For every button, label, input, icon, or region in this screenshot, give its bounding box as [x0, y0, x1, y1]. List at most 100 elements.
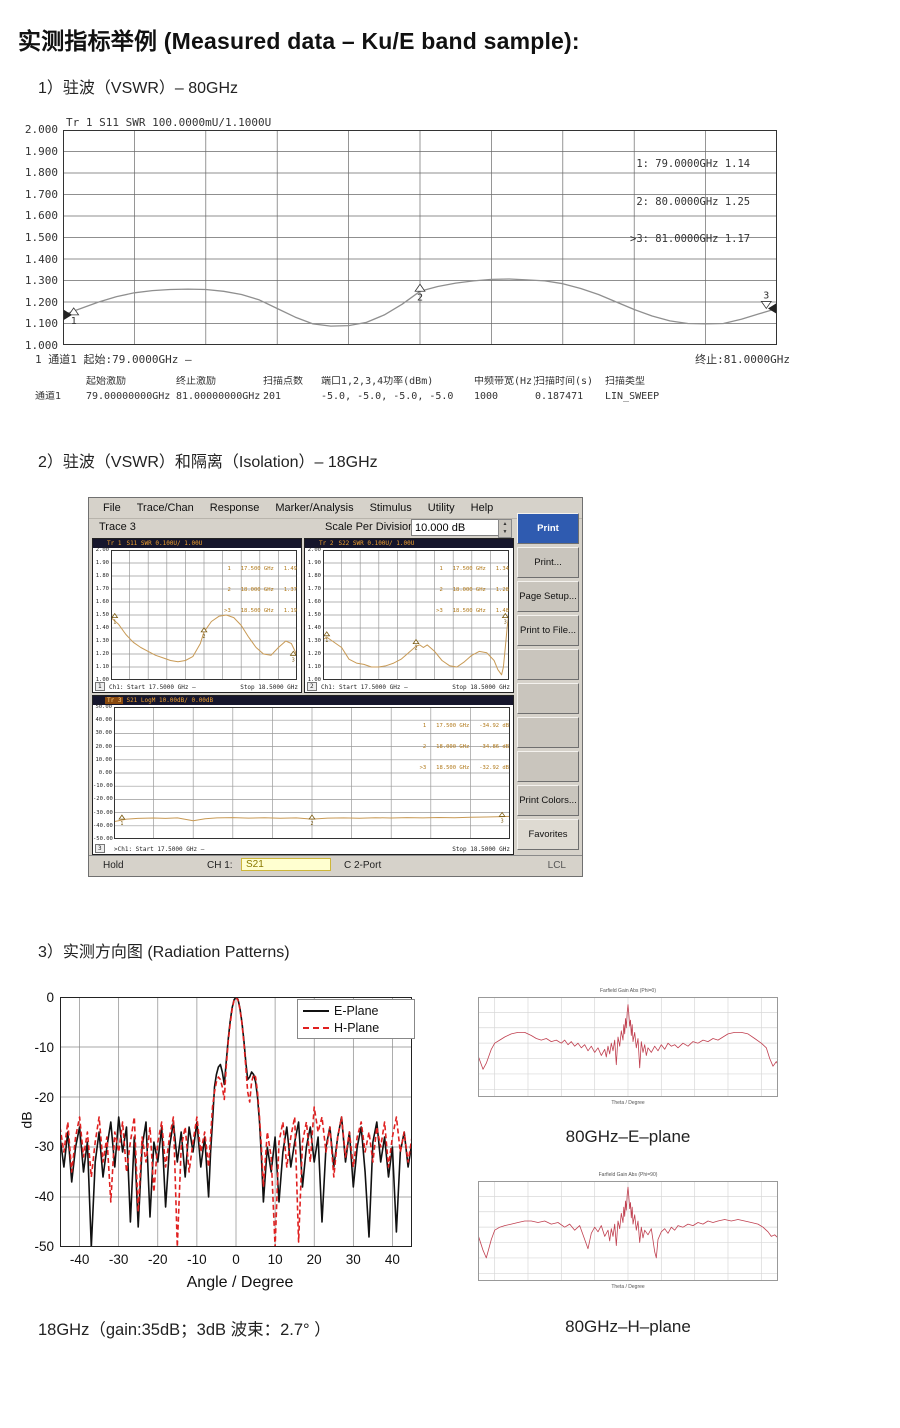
- vna-menu-bar: File Trace/Chan Response Marker/Analysis…: [89, 498, 582, 519]
- y-tick: -10.00: [93, 783, 113, 790]
- figure-x-axis-label: Theta / Degree: [611, 1100, 645, 1106]
- print-button[interactable]: Print: [517, 513, 579, 544]
- vswr80-trace-header: Tr 1 S11 SWR 100.0000mU/1.1000U: [66, 116, 272, 129]
- radiation-legend: E-Plane H-Plane: [297, 999, 415, 1039]
- svg-text:2: 2: [414, 646, 417, 652]
- y-tick: 1.30: [307, 638, 321, 644]
- marker-readout-line: >3 18.500 GHz 1.48: [436, 608, 509, 614]
- y-tick: 1.60: [307, 599, 321, 605]
- trace1-format: S11 SWR 0.100U/ 1.00U: [126, 540, 203, 547]
- y-tick: 0.00: [98, 769, 112, 776]
- blank-softkey[interactable]: [517, 717, 579, 748]
- menu-utility[interactable]: Utility: [427, 502, 455, 514]
- scale-spinner[interactable]: ▲ ▼: [498, 519, 512, 538]
- x-tick: -40: [69, 1252, 90, 1267]
- sweep-stop-label: Stop 18.5000 GHz: [452, 684, 510, 691]
- y-tick: -30: [34, 1139, 54, 1155]
- legend-label: H-Plane: [334, 1020, 380, 1035]
- y-tick: 1.40: [307, 625, 321, 631]
- radiation-y-ticks: 0 -10 -20 -30 -40 -50: [26, 990, 54, 1254]
- table-cell: 81.00000000GHz: [176, 391, 261, 402]
- caption-18ghz-gain: 18GHz（gain:35dB；3dB 波束：2.7° ）: [38, 1321, 331, 1339]
- menu-marker-analysis[interactable]: Marker/Analysis: [275, 502, 354, 514]
- s11-sweep-range: Ch1: Start 17.5000 GHz — Stop 18.5000 GH…: [109, 684, 298, 691]
- y-tick: 1.100: [24, 317, 58, 331]
- table-header: 扫描类型: [605, 376, 645, 387]
- svg-text:2: 2: [310, 821, 313, 827]
- table-cell-empty: [35, 376, 86, 388]
- table-row-label: 通道1: [35, 391, 62, 402]
- sweep-start-label: Ch1: Start 17.5000 GHz —: [321, 684, 408, 691]
- x-tick: 40: [384, 1252, 400, 1267]
- svg-text:1: 1: [325, 638, 328, 644]
- y-tick: 20.00: [95, 743, 112, 750]
- table-cell: 79.00000000GHz: [86, 391, 171, 402]
- y-tick: 1.90: [95, 560, 109, 566]
- blank-softkey[interactable]: [517, 751, 579, 782]
- svg-text:1: 1: [120, 821, 123, 827]
- panel-number-badge: 1: [95, 682, 105, 691]
- y-tick: 10.00: [95, 756, 112, 763]
- s11-swr-plot: 1 2 3: [111, 550, 297, 680]
- x-tick: 30: [345, 1252, 361, 1267]
- favorites-button[interactable]: Favorites: [517, 819, 579, 850]
- y-tick: 1.300: [24, 274, 58, 288]
- scale-per-division-label: Scale Per Division: [325, 521, 415, 533]
- menu-file[interactable]: File: [103, 502, 121, 514]
- svg-text:3: 3: [501, 818, 504, 824]
- s11-marker-readout: 1 17.500 GHz 1.49 2 18.000 GHz 1.37 >3 1…: [224, 552, 297, 629]
- page-setup-button[interactable]: Page Setup...: [517, 581, 579, 612]
- trace3-format: S21 LogM 10.00dB/ 0.00dB: [126, 697, 214, 704]
- blank-softkey[interactable]: [517, 649, 579, 680]
- s22-swr-plot: 1 2 3: [323, 550, 509, 680]
- y-tick: 1.30: [95, 638, 109, 644]
- y-tick: -40.00: [93, 822, 113, 829]
- y-tick: -20: [34, 1089, 54, 1105]
- y-tick: 0: [46, 990, 54, 1005]
- menu-trace-chan[interactable]: Trace/Chan: [136, 502, 194, 514]
- y-tick: 1.10: [307, 664, 321, 670]
- e-plane-line-sample: [303, 1009, 329, 1012]
- menu-response[interactable]: Response: [209, 502, 260, 514]
- y-tick: -20.00: [93, 796, 113, 803]
- y-tick: -10: [34, 1039, 54, 1055]
- s22-swr-panel: Tr 2 S22 SWR 0.100U/ 1.00U 2.00 1.90 1.80…: [304, 538, 514, 693]
- s21-logm-panel: Tr 3 S21 LogM 10.00dB/ 0.00dB 50.00 40.00…: [92, 695, 514, 855]
- s22-panel-header: Tr 2 S22 SWR 0.100U/ 1.00U: [305, 539, 513, 548]
- table-cell: 0.187471: [535, 391, 584, 402]
- print-colors-button[interactable]: Print Colors...: [517, 785, 579, 816]
- y-tick: 1.00: [95, 677, 109, 683]
- y-tick: 1.600: [24, 209, 58, 223]
- table-cell: 201: [263, 391, 282, 402]
- farfield-e-plane-figure: Farfield Gain Abs (Phi=0) Theta / Degree: [463, 988, 793, 1122]
- panel-number-badge: 2: [307, 682, 317, 691]
- y-tick: 1.80: [307, 573, 321, 579]
- print-to-file-button[interactable]: Print to File...: [517, 615, 579, 646]
- legend-label: E-Plane: [334, 1003, 379, 1018]
- x-tick: -20: [148, 1252, 168, 1267]
- table-header: 起始激励: [86, 376, 126, 387]
- scale-per-division-input[interactable]: [411, 519, 503, 536]
- table-header: 中频带宽(Hz): [474, 376, 535, 387]
- sweep-start-label: Ch1: Start 17.5000 GHz —: [109, 684, 196, 691]
- s22-y-labels: 2.00 1.90 1.80 1.70 1.60 1.50 1.40 1.30 …: [305, 547, 321, 683]
- print-dialog-button[interactable]: Print...: [517, 547, 579, 578]
- y-tick: 1.00: [307, 677, 321, 683]
- lcl-indicator: LCL: [547, 860, 566, 871]
- radiation-pattern-plot: [60, 997, 412, 1247]
- y-tick: 1.50: [95, 612, 109, 618]
- section-3-heading: 3）实测方向图 (Radiation Patterns): [38, 944, 290, 961]
- section-2-heading: 2）驻波（VSWR）和隔离（Isolation）– 18GHz: [38, 454, 378, 471]
- vswr-80ghz-plot: 1 2 3: [63, 130, 777, 345]
- marker-readout-line: 2: 80.0000GHz 1.25: [630, 195, 751, 208]
- table-cell: -5.0, -5.0, -5.0, -5.0: [321, 391, 454, 402]
- blank-softkey[interactable]: [517, 683, 579, 714]
- svg-text:3: 3: [292, 657, 295, 663]
- menu-help[interactable]: Help: [470, 502, 494, 514]
- menu-stimulus[interactable]: Stimulus: [369, 502, 412, 514]
- y-tick: 1.900: [24, 144, 58, 158]
- s11-swr-panel: Tr 1 S11 SWR 0.100U/ 1.00U 2.00 1.90 1.80…: [92, 538, 302, 693]
- x-tick: -10: [187, 1252, 207, 1267]
- y-tick: 1.10: [95, 664, 109, 670]
- table-cell: 1000: [474, 391, 499, 402]
